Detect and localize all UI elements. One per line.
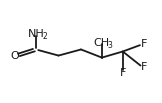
Text: O: O	[11, 51, 19, 61]
Text: F: F	[141, 39, 147, 49]
Text: 2: 2	[42, 32, 47, 41]
Text: F: F	[141, 62, 147, 72]
Text: CH: CH	[93, 38, 109, 48]
Text: 3: 3	[107, 41, 112, 50]
Text: F: F	[120, 68, 126, 78]
Text: NH: NH	[28, 29, 44, 39]
